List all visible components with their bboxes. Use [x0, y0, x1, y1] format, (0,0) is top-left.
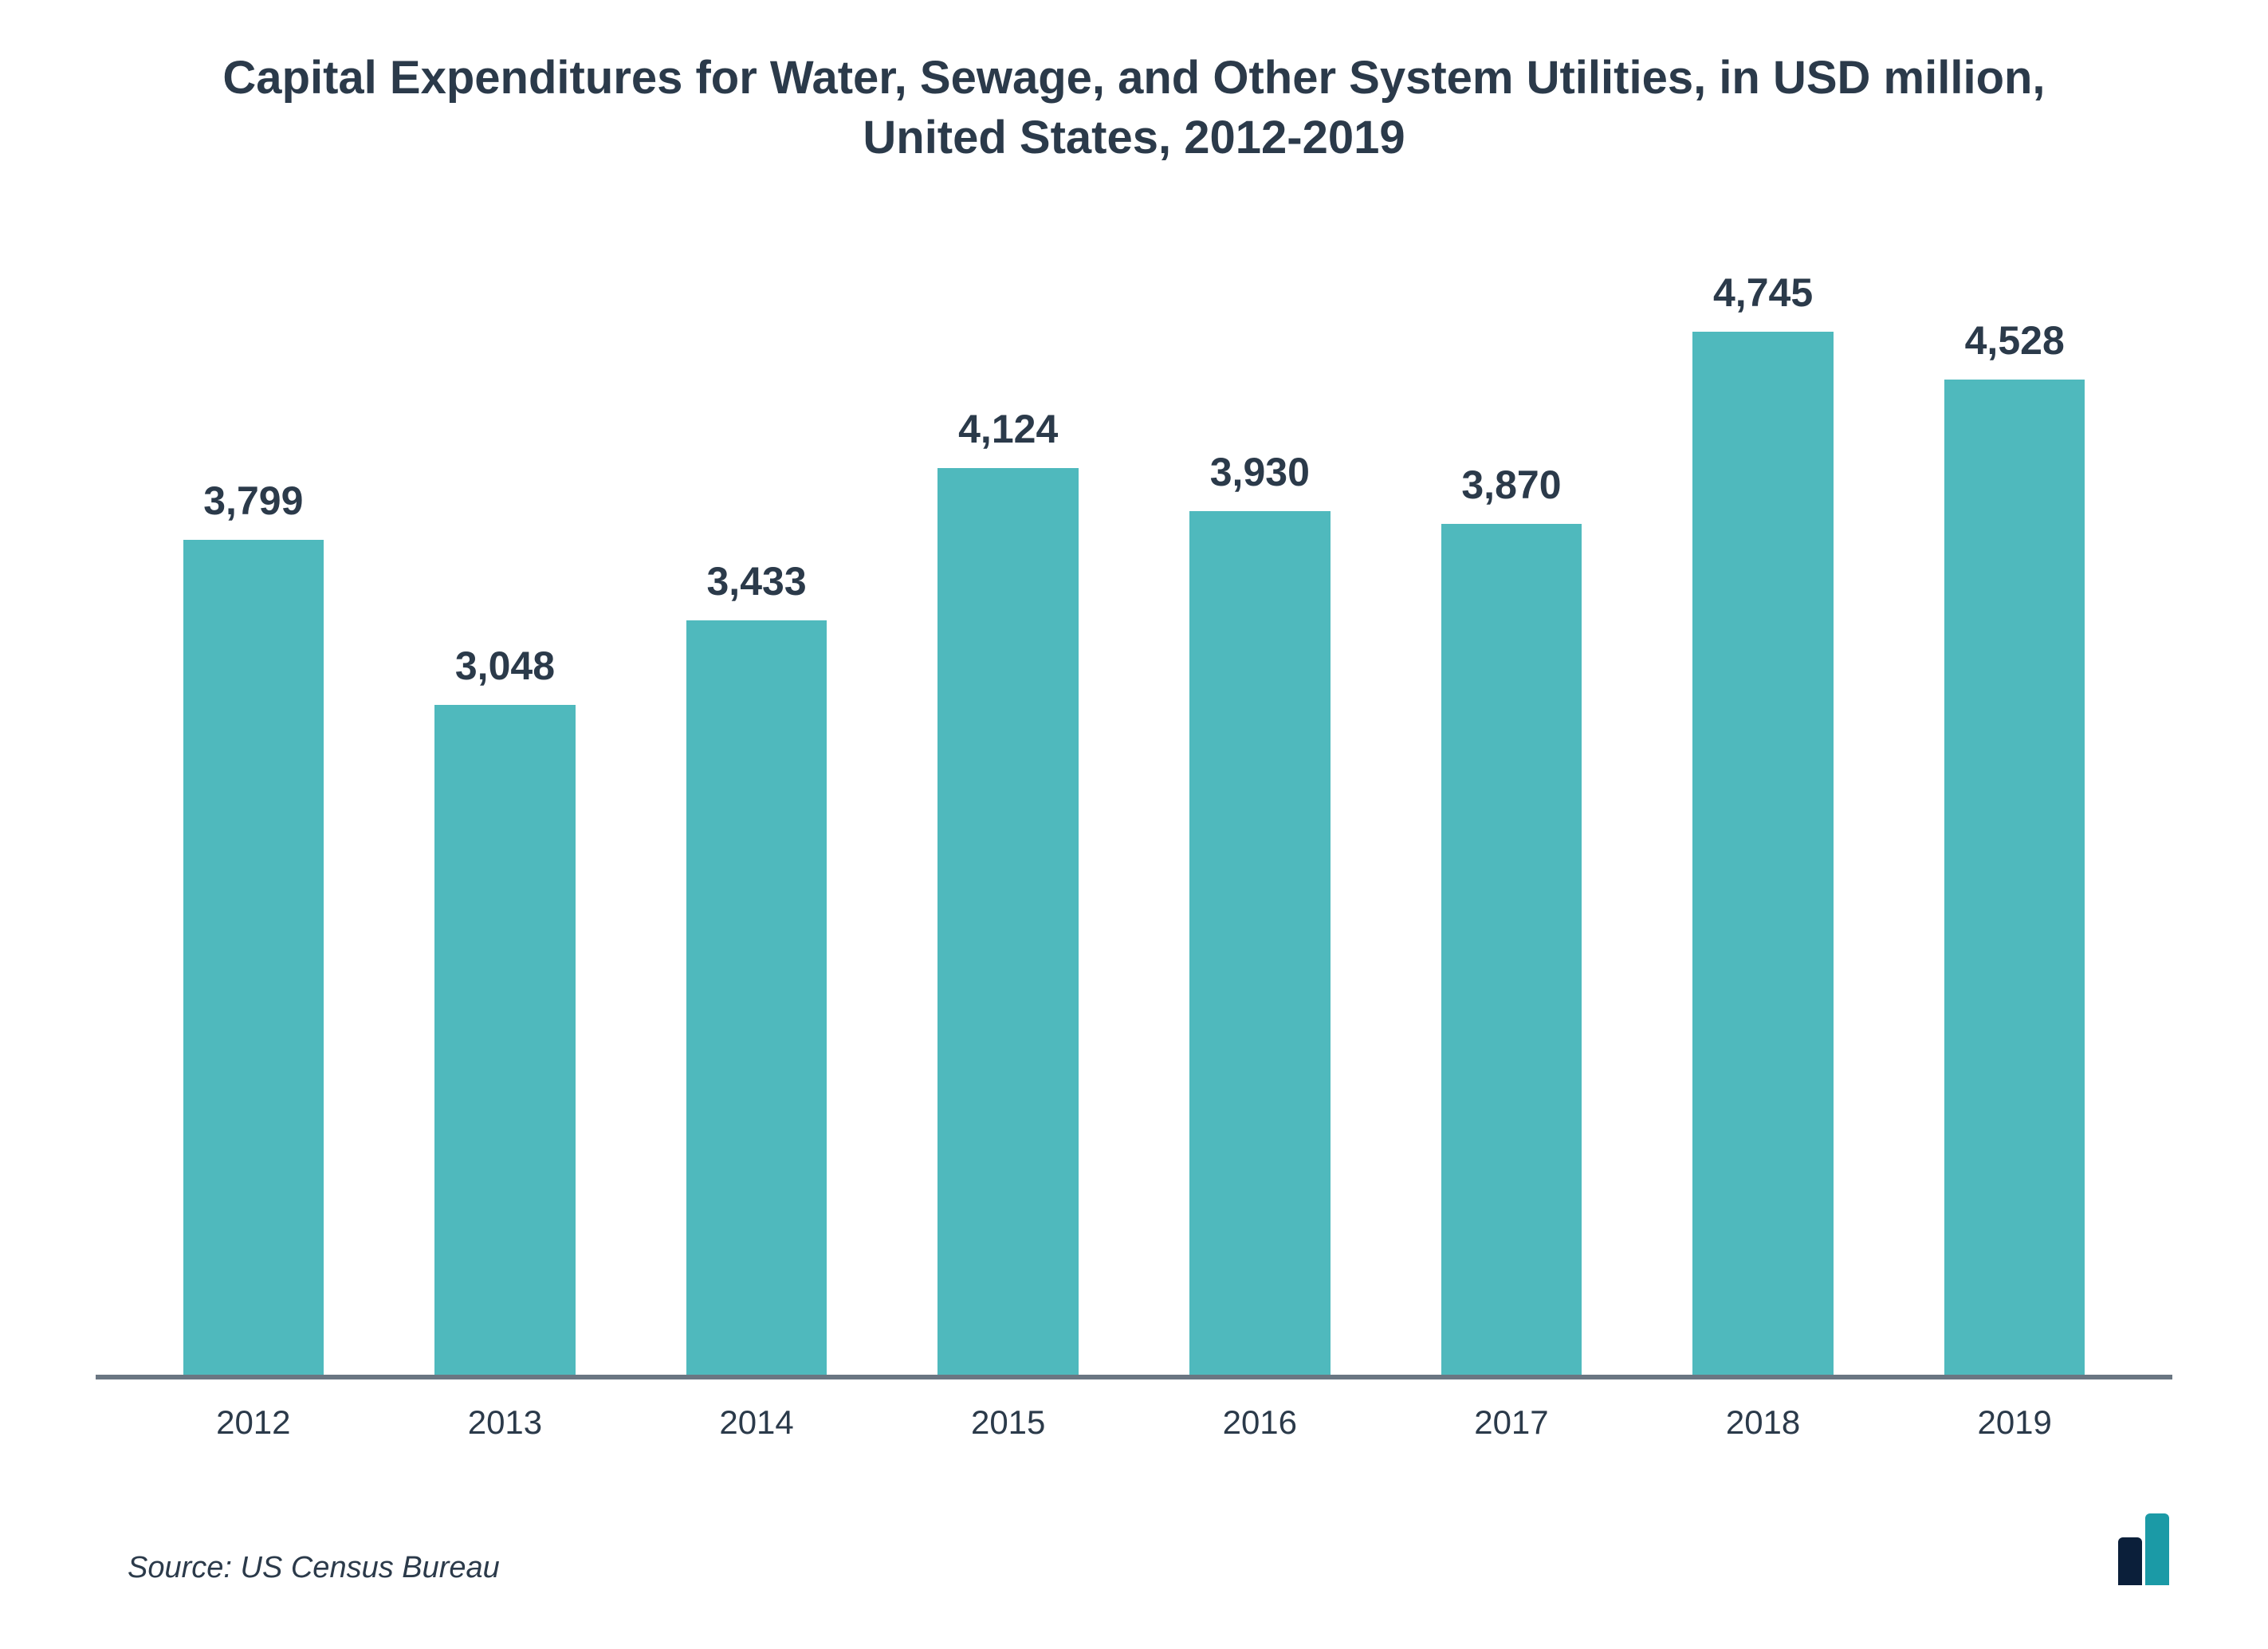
chart-title: Capital Expenditures for Water, Sewage, … — [96, 48, 2172, 168]
bar-slot: 4,528 — [1889, 232, 2140, 1375]
source-citation: Source: US Census Bureau — [128, 1551, 500, 1585]
bar-value-label: 3,048 — [455, 643, 555, 689]
x-axis-label: 2016 — [1134, 1403, 1386, 1442]
logo-bar-icon — [2118, 1537, 2142, 1585]
x-axis-label: 2018 — [1637, 1403, 1889, 1442]
bar-rect — [686, 620, 827, 1375]
x-axis-label: 2017 — [1386, 1403, 1637, 1442]
chart-container: Capital Expenditures for Water, Sewage, … — [0, 0, 2268, 1649]
bar-value-label: 3,870 — [1461, 462, 1561, 508]
x-axis-label: 2015 — [882, 1403, 1134, 1442]
bar-value-label: 3,799 — [203, 478, 303, 524]
x-axis-label: 2019 — [1889, 1403, 2140, 1442]
bar-slot: 3,870 — [1386, 232, 1637, 1375]
bar-value-label: 3,930 — [1210, 449, 1310, 495]
x-axis-label: 2014 — [631, 1403, 882, 1442]
bar-value-label: 3,433 — [707, 558, 807, 604]
bar-rect — [937, 468, 1079, 1375]
bar-slot: 4,745 — [1637, 232, 1889, 1375]
bar-rect — [1441, 524, 1582, 1375]
bar-rect — [1692, 332, 1834, 1375]
bar-value-label: 4,745 — [1713, 270, 1813, 316]
x-axis-labels: 20122013201420152016201720182019 — [96, 1379, 2172, 1442]
bar-slot: 3,799 — [128, 232, 379, 1375]
x-axis-label: 2012 — [128, 1403, 379, 1442]
x-axis-label: 2013 — [379, 1403, 631, 1442]
plot-area: 3,799 3,048 3,433 4,124 3,930 3,870 4,745 4,528… — [96, 232, 2172, 1442]
bar-value-label: 4,528 — [1965, 317, 2065, 364]
bar-slot: 3,433 — [631, 232, 882, 1375]
bar-rect — [1944, 380, 2085, 1375]
bar-value-label: 4,124 — [958, 406, 1058, 452]
bar-slot: 3,930 — [1134, 232, 1386, 1375]
bar-rect — [183, 540, 324, 1375]
brand-logo — [2118, 1513, 2172, 1585]
bars-row: 3,799 3,048 3,433 4,124 3,930 3,870 4,745 4,528 — [96, 232, 2172, 1379]
bar-rect — [1189, 511, 1331, 1375]
footer-row: Source: US Census Bureau — [96, 1513, 2172, 1585]
bar-rect — [434, 705, 576, 1375]
bar-slot: 4,124 — [882, 232, 1134, 1375]
logo-bar-icon — [2145, 1513, 2169, 1585]
bar-slot: 3,048 — [379, 232, 631, 1375]
